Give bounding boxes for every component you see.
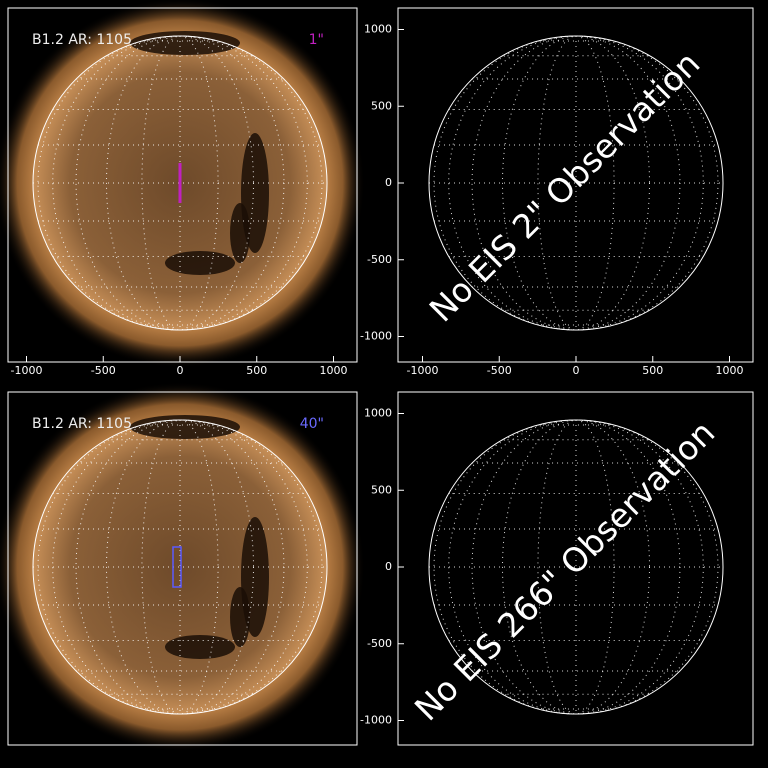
coronal-hole: [130, 31, 240, 55]
x-tick-label: 1000: [320, 364, 348, 377]
y-tick-label: -500: [367, 637, 392, 650]
x-tick-label: 0: [177, 364, 184, 377]
y-tick-label: 500: [371, 99, 392, 112]
coronal-hole: [230, 587, 250, 647]
slit-label: 40": [300, 416, 324, 432]
x-tick-label: -500: [487, 364, 512, 377]
x-tick-label: -500: [91, 364, 116, 377]
y-tick-label: -1000: [360, 330, 392, 343]
y-tick-label: 0: [385, 176, 392, 189]
x-tick-label: 0: [573, 364, 580, 377]
x-tick-label: -1000: [407, 364, 439, 377]
y-tick-label: 1000: [364, 407, 392, 420]
coronal-hole: [130, 415, 240, 439]
slit: [178, 163, 182, 203]
panel-label: B1.2 AR: 1105: [32, 416, 132, 432]
coronal-hole: [165, 635, 235, 659]
y-tick-label: 500: [371, 483, 392, 496]
x-tick-label: 500: [246, 364, 267, 377]
y-tick-label: -500: [367, 253, 392, 266]
y-tick-label: 1000: [364, 23, 392, 36]
meridian: [448, 35, 704, 331]
meridian: [448, 419, 704, 715]
panel-frame: [7, 7, 358, 363]
x-tick-label: -1000: [11, 364, 43, 377]
solar-disk: [33, 420, 327, 714]
slit-label: 1": [309, 32, 324, 48]
no-observation-message: No EIS 266" Observation: [407, 413, 722, 728]
panel-frame: [397, 391, 754, 746]
meridian: [52, 35, 308, 331]
meridian: [52, 419, 308, 715]
slit-box: [172, 546, 182, 588]
x-tick-label: 1000: [716, 364, 744, 377]
x-tick-label: 500: [642, 364, 663, 377]
coronal-hole: [165, 251, 235, 275]
coronal-hole: [230, 203, 250, 263]
panel-label: B1.2 AR: 1105: [32, 32, 132, 48]
y-tick-label: -1000: [360, 714, 392, 727]
panel-frame: [7, 391, 358, 746]
y-tick-label: 0: [385, 560, 392, 573]
